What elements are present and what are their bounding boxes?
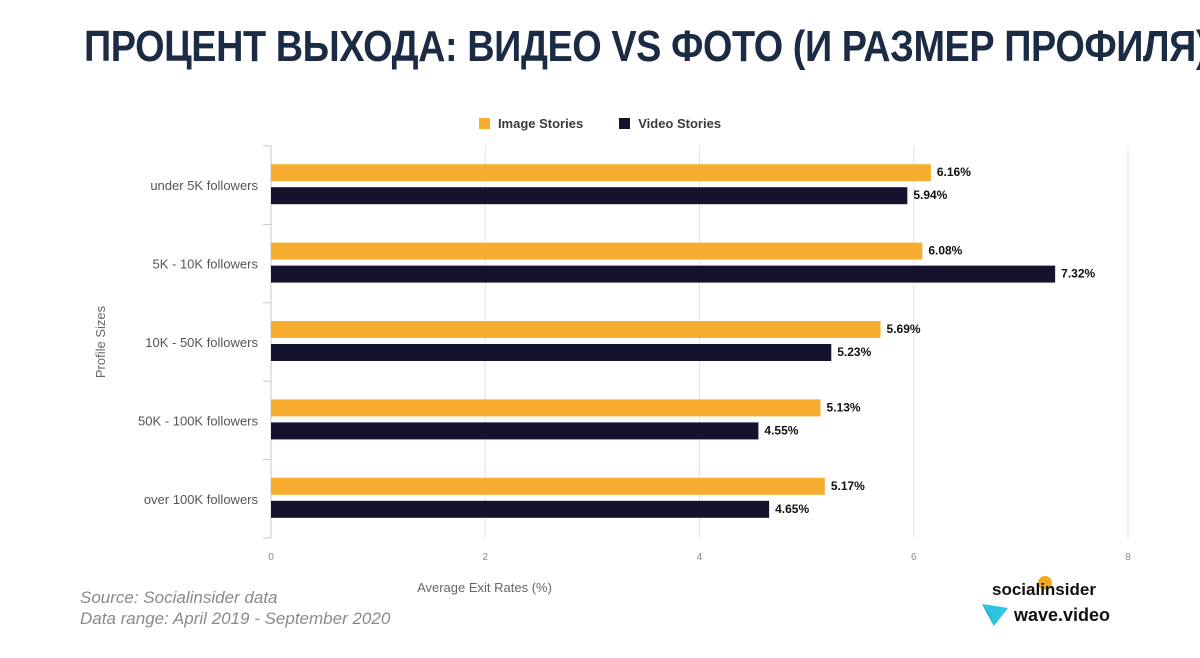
category-label: 5K - 10K followers bbox=[153, 257, 259, 272]
data-label: 4.65% bbox=[775, 502, 809, 516]
bar-image-stories bbox=[271, 242, 923, 260]
legend-swatch-image bbox=[478, 118, 490, 129]
category-label: 50K - 100K followers bbox=[138, 413, 258, 428]
data-label: 5.69% bbox=[887, 322, 921, 336]
bar-video-stories bbox=[271, 344, 832, 361]
y-axis-title: Profile Sizes bbox=[93, 305, 108, 378]
bar-image-stories bbox=[271, 399, 821, 417]
chart-legend: Image Stories Video Stories bbox=[0, 116, 1200, 131]
data-label: 7.32% bbox=[1061, 267, 1095, 281]
data-range-line: Data range: April 2019 - September 2020 bbox=[80, 609, 391, 628]
legend-item-video[interactable]: Video Stories bbox=[619, 116, 721, 131]
source-note: Source: Socialinsider data Data range: A… bbox=[80, 587, 390, 629]
socialinsider-dot-icon bbox=[1038, 576, 1052, 590]
bar-video-stories bbox=[271, 500, 770, 518]
wavevideo-logo: wave.video bbox=[982, 604, 1132, 626]
bar-video-stories bbox=[271, 422, 759, 440]
data-label: 6.16% bbox=[937, 165, 971, 179]
x-axis-title: Average Exit Rates (%) bbox=[417, 580, 552, 595]
logos: socialinsider wave.video bbox=[982, 576, 1132, 626]
category-label: under 5K followers bbox=[150, 178, 258, 193]
legend-label-video: Video Stories bbox=[638, 116, 722, 131]
x-tick-label: 0 bbox=[268, 552, 274, 563]
x-tick-label: 8 bbox=[1125, 552, 1131, 563]
wave-video-icon bbox=[982, 604, 1008, 626]
bar-image-stories bbox=[271, 321, 881, 338]
bar-video-stories bbox=[271, 265, 1056, 283]
data-label: 4.55% bbox=[764, 423, 798, 437]
x-tick-label: 2 bbox=[482, 552, 488, 563]
legend-label-image: Image Stories bbox=[497, 116, 584, 131]
bar-image-stories bbox=[271, 477, 825, 495]
data-label: 5.13% bbox=[827, 400, 861, 414]
data-label: 5.23% bbox=[837, 345, 871, 359]
socialinsider-logo: socialinsider bbox=[982, 576, 1132, 600]
page-title: ПРОЦЕНТ ВЫХОДА: ВИДЕО VS ФОТО (И РАЗМЕР … bbox=[84, 22, 1200, 71]
category-label: over 100K followers bbox=[144, 492, 259, 507]
bar-image-stories bbox=[271, 164, 931, 182]
category-label: 10K - 50K followers bbox=[145, 335, 258, 350]
bar-chart: 0 2 4 6 8 under 5K followers 6.16% 5.94% 5K - 10… bbox=[93, 145, 1131, 595]
bar-video-stories bbox=[271, 187, 908, 205]
legend-swatch-video bbox=[619, 118, 631, 129]
x-tick-label: 4 bbox=[697, 552, 703, 563]
data-label: 5.94% bbox=[913, 188, 947, 202]
data-label: 6.08% bbox=[928, 244, 962, 258]
legend-item-image[interactable]: Image Stories bbox=[478, 116, 584, 131]
source-line: Source: Socialinsider data bbox=[80, 588, 278, 607]
x-tick-label: 6 bbox=[911, 552, 917, 563]
data-label: 5.17% bbox=[831, 479, 865, 493]
